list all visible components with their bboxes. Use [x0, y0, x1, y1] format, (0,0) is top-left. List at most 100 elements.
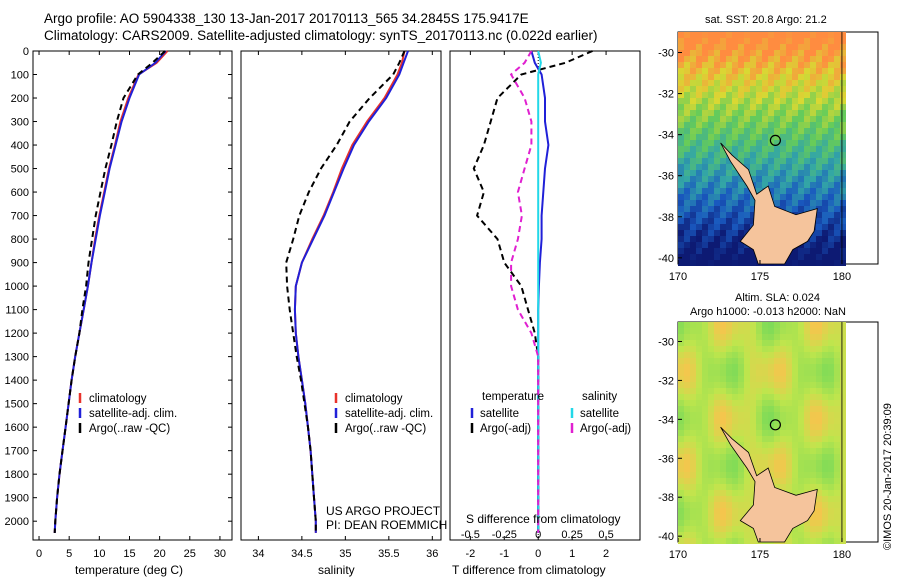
sla-map-cell: [696, 502, 702, 508]
sla-map-cell: [756, 460, 762, 466]
sst-map-cell: [696, 86, 702, 92]
sla-map-cell: [768, 418, 774, 424]
sst-map-cell: [828, 230, 834, 236]
sla-map-cell: [738, 532, 744, 538]
sla-map-cell: [744, 490, 750, 496]
sla-map-cell: [786, 466, 792, 472]
sst-map-cell: [768, 188, 774, 194]
sla-map-cell: [708, 424, 714, 430]
salinity-xtick-label: 34: [252, 548, 264, 560]
sst-map-cell: [702, 86, 708, 92]
sst-map-cell: [750, 92, 756, 98]
sst-map-cell: [840, 116, 846, 122]
sla-map-cell: [678, 532, 684, 538]
sla-map-cell: [726, 412, 732, 418]
sst-map-cell: [804, 140, 810, 146]
sla-map-cell: [774, 460, 780, 466]
sst-map-cell: [816, 32, 822, 38]
sla-map-cell: [816, 322, 822, 328]
sst-map-cell: [756, 170, 762, 176]
sla-map-cell: [732, 406, 738, 412]
sst-map-cell: [840, 242, 846, 248]
sst-map-cell: [744, 62, 750, 68]
temperature-xtick-label: 10: [93, 548, 105, 560]
sla-map-cell: [696, 418, 702, 424]
sst-map-cell: [708, 134, 714, 140]
sst-map-cell: [714, 98, 720, 104]
sst-map-cell: [714, 62, 720, 68]
sst-map-cell: [768, 56, 774, 62]
sst-map-cell: [780, 122, 786, 128]
sla-map-cell: [804, 430, 810, 436]
sst-map-cell: [840, 206, 846, 212]
sla-map-cell: [720, 436, 726, 442]
sla-map-cell: [690, 376, 696, 382]
sst-map-cell: [834, 146, 840, 152]
sst-map-cell: [696, 44, 702, 50]
sst-map-cell: [780, 44, 786, 50]
sla-map-cell: [816, 364, 822, 370]
salinity-axis-label: salinity: [318, 563, 355, 577]
sla-map-cell: [690, 418, 696, 424]
sst-map-cell: [708, 32, 714, 38]
sst-map-cell: [816, 80, 822, 86]
sst-map-cell: [750, 200, 756, 206]
sst-map-cell: [810, 68, 816, 74]
sst-map-ytick-label: -40: [658, 253, 674, 265]
sst-map-cell: [798, 116, 804, 122]
sst-map-cell: [750, 122, 756, 128]
sst-map-cell: [738, 254, 744, 260]
sst-map-cell: [732, 122, 738, 128]
sla-map-cell: [786, 382, 792, 388]
sst-map-title: sat. SST: 20.8 Argo: 21.2: [705, 14, 827, 26]
sla-map-cell: [702, 334, 708, 340]
sla-map-cell: [822, 364, 828, 370]
sst-map-cell: [732, 44, 738, 50]
sla-map-cell: [828, 508, 834, 514]
s-diff-tick-label: 0.5: [598, 529, 613, 541]
sla-map-cell: [804, 328, 810, 334]
sst-map-cell: [726, 80, 732, 86]
sst-map-cell: [738, 146, 744, 152]
sst-map-cell: [678, 212, 684, 218]
sla-map-cell: [708, 460, 714, 466]
sla-map-cell: [804, 400, 810, 406]
sla-map-cell: [840, 388, 846, 394]
sla-map-cell: [714, 364, 720, 370]
sst-map-cell: [696, 38, 702, 44]
sst-map-cell: [810, 200, 816, 206]
sst-map-cell: [810, 242, 816, 248]
sla-map-cell: [774, 346, 780, 352]
salinity-series-argo-raw-qc-: [285, 50, 406, 533]
diff-legend-label: Argo(-adj): [480, 423, 531, 435]
sst-map-cell: [822, 260, 828, 266]
sla-map-cell: [816, 514, 822, 520]
sla-map-cell: [690, 538, 696, 544]
sst-map-cell: [702, 176, 708, 182]
sla-map-cell: [828, 502, 834, 508]
sla-map-cell: [834, 394, 840, 400]
sla-map-cell: [774, 412, 780, 418]
sst-map-cell: [804, 56, 810, 62]
sst-map-cell: [702, 248, 708, 254]
sst-map-cell: [696, 80, 702, 86]
sst-map-cell: [840, 164, 846, 170]
sla-map-cell: [750, 406, 756, 412]
sla-map-cell: [780, 418, 786, 424]
difference-series-satellite: [537, 50, 542, 533]
sst-map-cell: [720, 56, 726, 62]
sst-map-cell: [714, 146, 720, 152]
sla-map-cell: [834, 526, 840, 532]
sst-map-cell: [840, 182, 846, 188]
sst-map-cell: [828, 248, 834, 254]
sla-map-cell: [690, 358, 696, 364]
sla-map-cell: [720, 394, 726, 400]
sla-map-cell: [708, 382, 714, 388]
sla-map-cell: [762, 358, 768, 364]
sla-map-cell: [774, 364, 780, 370]
sst-map-cell: [762, 44, 768, 50]
sla-map-cell: [690, 436, 696, 442]
sla-map-cell: [810, 376, 816, 382]
sla-map-cell: [762, 340, 768, 346]
